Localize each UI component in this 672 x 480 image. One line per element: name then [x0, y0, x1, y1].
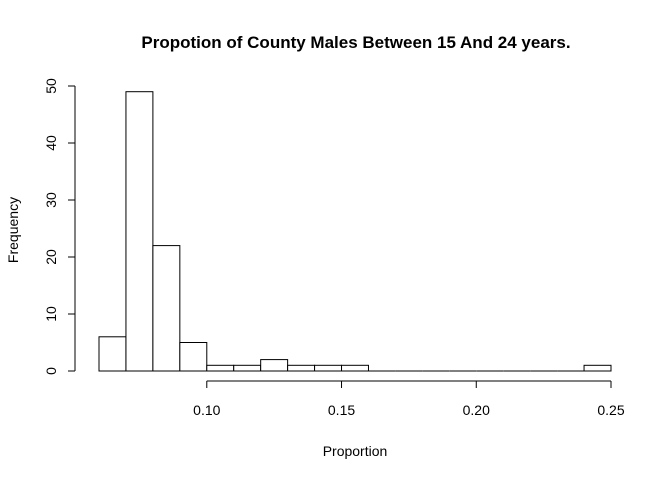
histogram-bar [260, 359, 289, 372]
y-axis-title: Frequency [5, 197, 21, 263]
x-tick-label: 0.15 [328, 402, 355, 418]
x-tick-label: 0.25 [597, 402, 624, 418]
histogram-bar [314, 364, 343, 372]
histogram-bar [233, 364, 262, 372]
y-tick-label: 40 [43, 135, 59, 151]
y-tick-label: 30 [43, 192, 59, 208]
x-axis-title: Proportion [323, 443, 388, 459]
y-tick-label: 0 [43, 367, 59, 375]
histogram-bar [125, 91, 154, 372]
chart-title: Propotion of County Males Between 15 And… [141, 33, 570, 52]
y-tick-label: 20 [43, 249, 59, 265]
y-tick-label: 50 [43, 78, 59, 94]
histogram-bar [179, 342, 208, 372]
histogram-bar [98, 336, 127, 372]
y-tick-label: 10 [43, 306, 59, 322]
x-axis: 0.10 0.15 0.20 0.25 [193, 380, 625, 418]
x-tick-label: 0.10 [193, 402, 220, 418]
histogram-bar [206, 364, 235, 372]
y-axis: 0 10 20 30 40 50 [43, 78, 76, 375]
histogram-bar [583, 364, 612, 372]
bars-group [98, 91, 612, 372]
histogram-bar [287, 364, 316, 372]
histogram-bar [152, 245, 181, 372]
x-tick-label: 0.20 [463, 402, 490, 418]
histogram-bar [341, 364, 369, 372]
